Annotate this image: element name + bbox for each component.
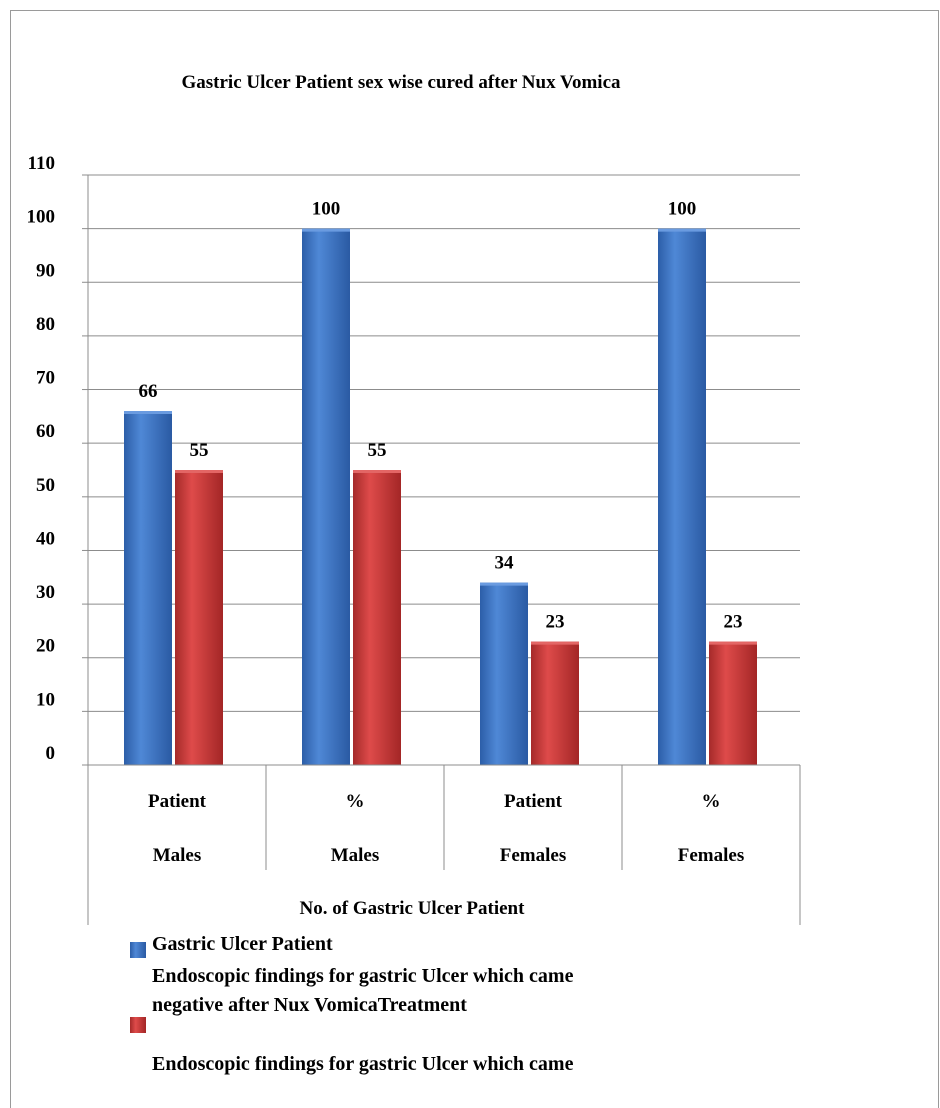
x-tick-label-top: % bbox=[346, 791, 365, 812]
data-label: 34 bbox=[495, 553, 515, 574]
data-label: 100 bbox=[668, 199, 697, 220]
y-tick-label: 30 bbox=[36, 582, 55, 603]
y-tick-label: 90 bbox=[36, 260, 55, 281]
x-axis-label: No. of Gastric Ulcer Patient bbox=[300, 898, 526, 919]
legend-text: Endoscopic findings for gastric Ulcer wh… bbox=[152, 965, 574, 987]
bar-top-highlight bbox=[175, 470, 223, 473]
x-axis: Patient Males% Males Patient Females% Females bbox=[87, 764, 801, 925]
legend: Gastric Ulcer Patient Endoscopic findings… bbox=[130, 933, 574, 1075]
bar-top-highlight bbox=[353, 470, 401, 473]
x-tick-label-bottom: Males bbox=[153, 845, 202, 866]
data-label: 55 bbox=[190, 440, 209, 461]
bar-top-highlight bbox=[531, 641, 579, 645]
bar bbox=[531, 641, 579, 765]
y-axis-ticks: 0 10 20 30 40 50 60 70 80 90 100 110 bbox=[27, 153, 56, 764]
bar bbox=[175, 470, 223, 765]
y-tick-label: 50 bbox=[36, 475, 55, 496]
x-tick-label-bottom: Females bbox=[500, 845, 566, 866]
legend-swatch bbox=[130, 1017, 146, 1033]
x-tick-label-bottom: Females bbox=[678, 845, 744, 866]
bar bbox=[353, 470, 401, 765]
legend-text: negative after Nux VomicaTreatment bbox=[152, 994, 467, 1016]
data-label: 100 bbox=[312, 199, 341, 220]
legend-text: Gastric Ulcer Patient bbox=[152, 933, 333, 955]
bar bbox=[302, 228, 350, 766]
bar bbox=[480, 582, 528, 765]
bar bbox=[709, 641, 757, 765]
y-tick-label: 10 bbox=[36, 689, 55, 710]
bar-top-highlight bbox=[480, 582, 528, 586]
y-tick-label: 0 bbox=[46, 743, 56, 764]
y-tick-label: 20 bbox=[36, 636, 55, 657]
bar bbox=[658, 228, 706, 766]
bar-top-highlight bbox=[302, 228, 350, 232]
legend-text: Endoscopic findings for gastric Ulcer wh… bbox=[152, 1053, 574, 1075]
bars bbox=[124, 228, 757, 766]
bar-top-highlight bbox=[658, 228, 706, 232]
y-tick-label: 100 bbox=[27, 207, 56, 228]
x-tick-label-bottom: Males bbox=[331, 845, 380, 866]
data-label: 23 bbox=[724, 612, 743, 633]
chart-frame bbox=[10, 10, 939, 1108]
data-labels: 66 55 100 55 34 23 100 23 bbox=[139, 199, 743, 633]
x-tick-label-top: % bbox=[702, 791, 721, 812]
bar-top-highlight bbox=[124, 411, 172, 414]
data-label: 66 bbox=[139, 381, 158, 402]
y-tick-label: 70 bbox=[36, 368, 55, 389]
chart-title: Gastric Ulcer Patient sex wise cured aft… bbox=[181, 72, 621, 93]
x-tick-label-top: Patient bbox=[504, 791, 563, 812]
y-tick-label: 80 bbox=[36, 314, 55, 335]
legend-swatch bbox=[130, 942, 146, 958]
bar-top-highlight bbox=[709, 641, 757, 645]
bar bbox=[124, 411, 172, 765]
data-label: 23 bbox=[546, 612, 565, 633]
x-tick-label-top: Patient bbox=[148, 791, 207, 812]
y-tick-label: 60 bbox=[36, 421, 55, 442]
y-tick-label: 110 bbox=[28, 153, 55, 174]
y-tick-label: 40 bbox=[36, 528, 55, 549]
data-label: 55 bbox=[368, 440, 387, 461]
